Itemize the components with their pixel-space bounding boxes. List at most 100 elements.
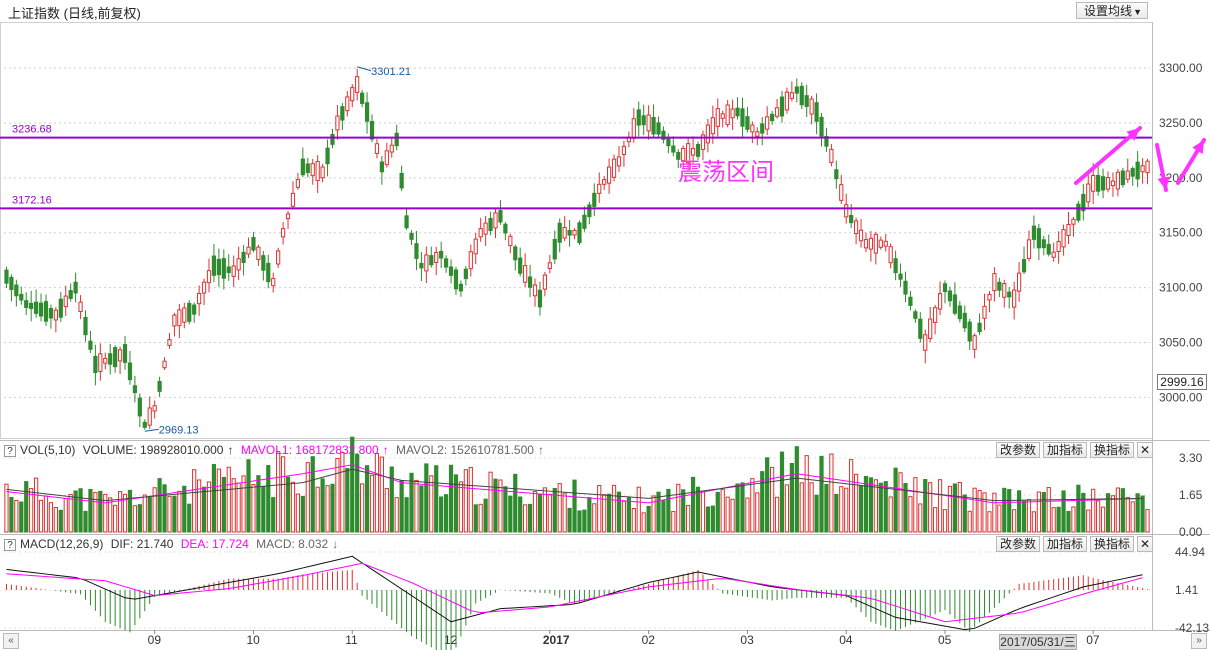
volume-bar (187, 503, 192, 533)
candle-body (819, 116, 824, 137)
candle-body (137, 397, 142, 417)
volume-add-indicator-button[interactable]: 加指标 (1043, 442, 1088, 458)
candle-body (276, 250, 281, 265)
volume-bar (117, 491, 123, 533)
y-tick-label: 3150.00 (1159, 226, 1203, 240)
volume-bar (1036, 491, 1041, 533)
candle-body (740, 108, 745, 127)
mavol1-up-arrow: ↑ (382, 443, 389, 457)
macd-add-indicator-button[interactable]: 加指标 (1043, 536, 1088, 552)
volume-bar (1056, 506, 1061, 533)
candle-body (671, 145, 676, 153)
volume-bar (483, 498, 488, 533)
volume-bar (478, 503, 483, 533)
macd-params-button[interactable]: 改参数 (996, 536, 1041, 552)
volume-bar (844, 487, 849, 533)
candle-body (290, 192, 296, 207)
candle-body (666, 138, 671, 147)
candle-body (172, 314, 177, 327)
volume-bar (602, 494, 607, 533)
volume-bar (740, 482, 745, 533)
x-tick-label: 11 (345, 633, 358, 647)
candle-body (98, 353, 103, 372)
candle-body (1076, 203, 1081, 221)
candle-body (226, 266, 231, 274)
volume-bar (779, 451, 785, 533)
volume-bar (735, 483, 740, 533)
volume-bar (1120, 488, 1125, 533)
volume-bar (122, 493, 128, 533)
candle-body (873, 233, 878, 254)
volume-tick-label: 3.30 (1179, 451, 1203, 465)
candle-body (399, 172, 404, 189)
candle-body (14, 284, 19, 297)
candle-body (681, 147, 686, 162)
candle-body (493, 212, 498, 229)
volume-bar (532, 491, 538, 533)
volume-bar (750, 478, 755, 533)
candle-body (127, 362, 133, 381)
candle-body (705, 124, 711, 144)
volume-bar (962, 494, 967, 533)
volume-bar (4, 483, 9, 533)
volume-bar (557, 483, 562, 533)
candle-body (774, 107, 780, 117)
x-tick-label: 10 (246, 633, 260, 647)
candle-body (537, 289, 543, 308)
macd-switch-indicator-button[interactable]: 换指标 (1090, 536, 1135, 552)
volume-bar (804, 455, 809, 533)
candle-body (221, 258, 226, 279)
candle-body (1120, 170, 1125, 186)
volume-bar (972, 487, 977, 533)
volume-bar (290, 481, 296, 533)
candle-body (779, 96, 785, 117)
macd-close-icon[interactable]: ✕ (1137, 536, 1154, 552)
volume-bar (1135, 493, 1140, 533)
candle-body (34, 301, 39, 314)
scroll-right-icon[interactable]: » (1191, 633, 1207, 649)
volume-bar (315, 486, 320, 533)
volume-params-button[interactable]: 改参数 (996, 442, 1041, 458)
y-tick-label: 3050.00 (1159, 336, 1203, 350)
candle-body (918, 318, 923, 339)
volume-bar (1021, 500, 1027, 533)
volume-bar (868, 477, 874, 533)
candle-body (117, 349, 123, 362)
candle-body (463, 268, 468, 280)
help-icon[interactable]: ? (4, 444, 16, 457)
volume-bar (774, 496, 780, 533)
volume-bar (9, 496, 14, 533)
candle-body (1002, 283, 1007, 298)
volume-bar (858, 485, 864, 533)
candle-body (280, 228, 286, 238)
volume-bar (928, 482, 933, 533)
volume-bar (1046, 487, 1051, 533)
volume-bar (231, 478, 236, 533)
volume-bar (537, 493, 543, 533)
candle-body (1066, 224, 1071, 236)
volume-bar (345, 467, 350, 533)
candle-body (458, 283, 464, 292)
help-icon[interactable]: ? (4, 538, 16, 551)
volume-bar (335, 458, 340, 533)
candle-body (48, 308, 54, 319)
volume-bar (493, 478, 498, 533)
volume-bar (888, 496, 893, 533)
candle-body (582, 214, 587, 229)
candle-body (1130, 168, 1135, 177)
candle-body (340, 106, 345, 121)
candle-body (947, 290, 953, 302)
volume-bar (992, 492, 997, 533)
candle-body (142, 421, 147, 428)
candle-body (651, 116, 656, 135)
scroll-left-icon[interactable]: « (3, 633, 19, 649)
range-line-label: 3236.68 (12, 124, 52, 136)
volume-close-icon[interactable]: ✕ (1137, 442, 1154, 458)
volume-bar (1076, 484, 1081, 533)
ma-settings-button[interactable]: 设置均线 ▼ (1076, 2, 1148, 19)
volume-bar (745, 497, 750, 533)
candle-body (937, 293, 943, 310)
volume-switch-indicator-button[interactable]: 换指标 (1090, 442, 1135, 458)
volume-bar (271, 497, 276, 533)
volume-bar (206, 481, 212, 533)
